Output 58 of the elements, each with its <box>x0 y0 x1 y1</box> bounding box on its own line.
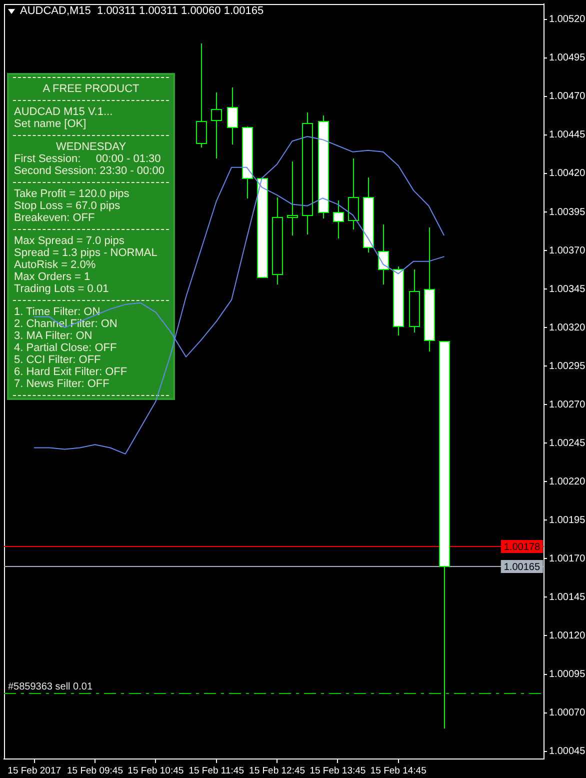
y-tick-label: 1.00070 <box>549 708 586 719</box>
y-tick-label: 1.00370 <box>549 245 586 256</box>
candlestick <box>348 158 359 230</box>
y-tick-label: 1.00520 <box>549 14 586 26</box>
y-tick-label: 1.00220 <box>549 476 586 488</box>
annotation: 3. MA Filter: ON <box>14 330 94 342</box>
annotation: Trading Lots = 0.01 <box>14 283 110 295</box>
annotation: Second Session: 23:30 - 00:00 <box>14 165 166 177</box>
x-tick-label: 15 Feb 10:45 <box>128 765 184 776</box>
annotation: Take Profit = 120.0 pips <box>14 188 130 200</box>
annotation: Max Spread = 7.0 pips <box>14 235 126 247</box>
annotation: Max Orders = 1 <box>14 271 92 283</box>
y-tick-label: 1.00045 <box>549 746 586 758</box>
candlestick <box>227 87 238 145</box>
annotation: AUDCAD M15 V.1... <box>14 106 114 118</box>
annotation: WEDNESDAY <box>54 141 128 153</box>
annotation: Spread = 1.3 pips - NORMAL <box>14 247 158 259</box>
candlestick <box>196 43 207 148</box>
x-tick-label: 15 Feb 12:45 <box>249 765 306 776</box>
y-tick-label: 1.00095 <box>549 669 586 680</box>
x-tick-label: 15 Feb 13:45 <box>310 765 366 776</box>
annotation: Stop Loss = 67.0 pips <box>14 200 122 212</box>
y-tick-label: 1.00195 <box>549 514 586 526</box>
candlestick <box>378 224 389 285</box>
y-tick-label: 1.00170 <box>549 553 586 564</box>
annotation: Breakeven: OFF <box>14 212 96 224</box>
x-tick-label: 15 Feb 2017 <box>8 765 62 776</box>
annotation: A FREE PRODUCT <box>42 83 140 95</box>
ref-line-label: #5859363 sell 0.01 <box>8 681 93 692</box>
annotation: 7. News Filter: OFF <box>14 378 110 390</box>
x-tick-label: 15 Feb 09:45 <box>67 765 124 776</box>
chart-title: AUDCAD,M15 1.00311 1.00311 1.00060 1.00165 <box>20 5 264 18</box>
y-tick-label: 1.00270 <box>549 399 586 410</box>
annotation: 1. Time Filter: ON <box>14 306 102 318</box>
ref-line-label: 1.00165 <box>504 562 540 573</box>
x-tick-label: 15 Feb 11:45 <box>188 765 244 776</box>
y-tick-label: 1.00120 <box>549 630 586 642</box>
x-tick-label: 15 Feb 14:45 <box>370 765 426 776</box>
annotation: Set name [OK] <box>14 118 88 130</box>
annotation: First Session: 00:00 - 01:30 <box>14 153 162 165</box>
candlestick <box>333 200 344 239</box>
y-tick-label: 1.00495 <box>549 52 586 64</box>
y-tick-label: 1.00320 <box>549 322 586 334</box>
ref-line-label: 1.00178 <box>504 542 540 553</box>
candlestick <box>211 92 222 159</box>
y-tick-label: 1.00395 <box>549 206 586 218</box>
y-tick-label: 1.00470 <box>549 91 586 102</box>
y-tick-label: 1.00145 <box>549 592 586 603</box>
y-tick-label: 1.00420 <box>549 168 586 180</box>
y-tick-label: 1.00295 <box>549 360 586 372</box>
annotation: 6. Hard Exit Filter: OFF <box>14 366 128 378</box>
annotation: 4. Partial Close: OFF <box>14 342 118 354</box>
annotation: AutoRisk = 2.0% <box>14 259 97 271</box>
candlestick <box>287 161 298 236</box>
y-tick-label: 1.00445 <box>549 130 586 141</box>
y-tick-label: 1.00245 <box>549 438 586 449</box>
y-tick-label: 1.00345 <box>549 284 586 295</box>
annotation: 5. CCI Filter: OFF <box>14 354 102 366</box>
